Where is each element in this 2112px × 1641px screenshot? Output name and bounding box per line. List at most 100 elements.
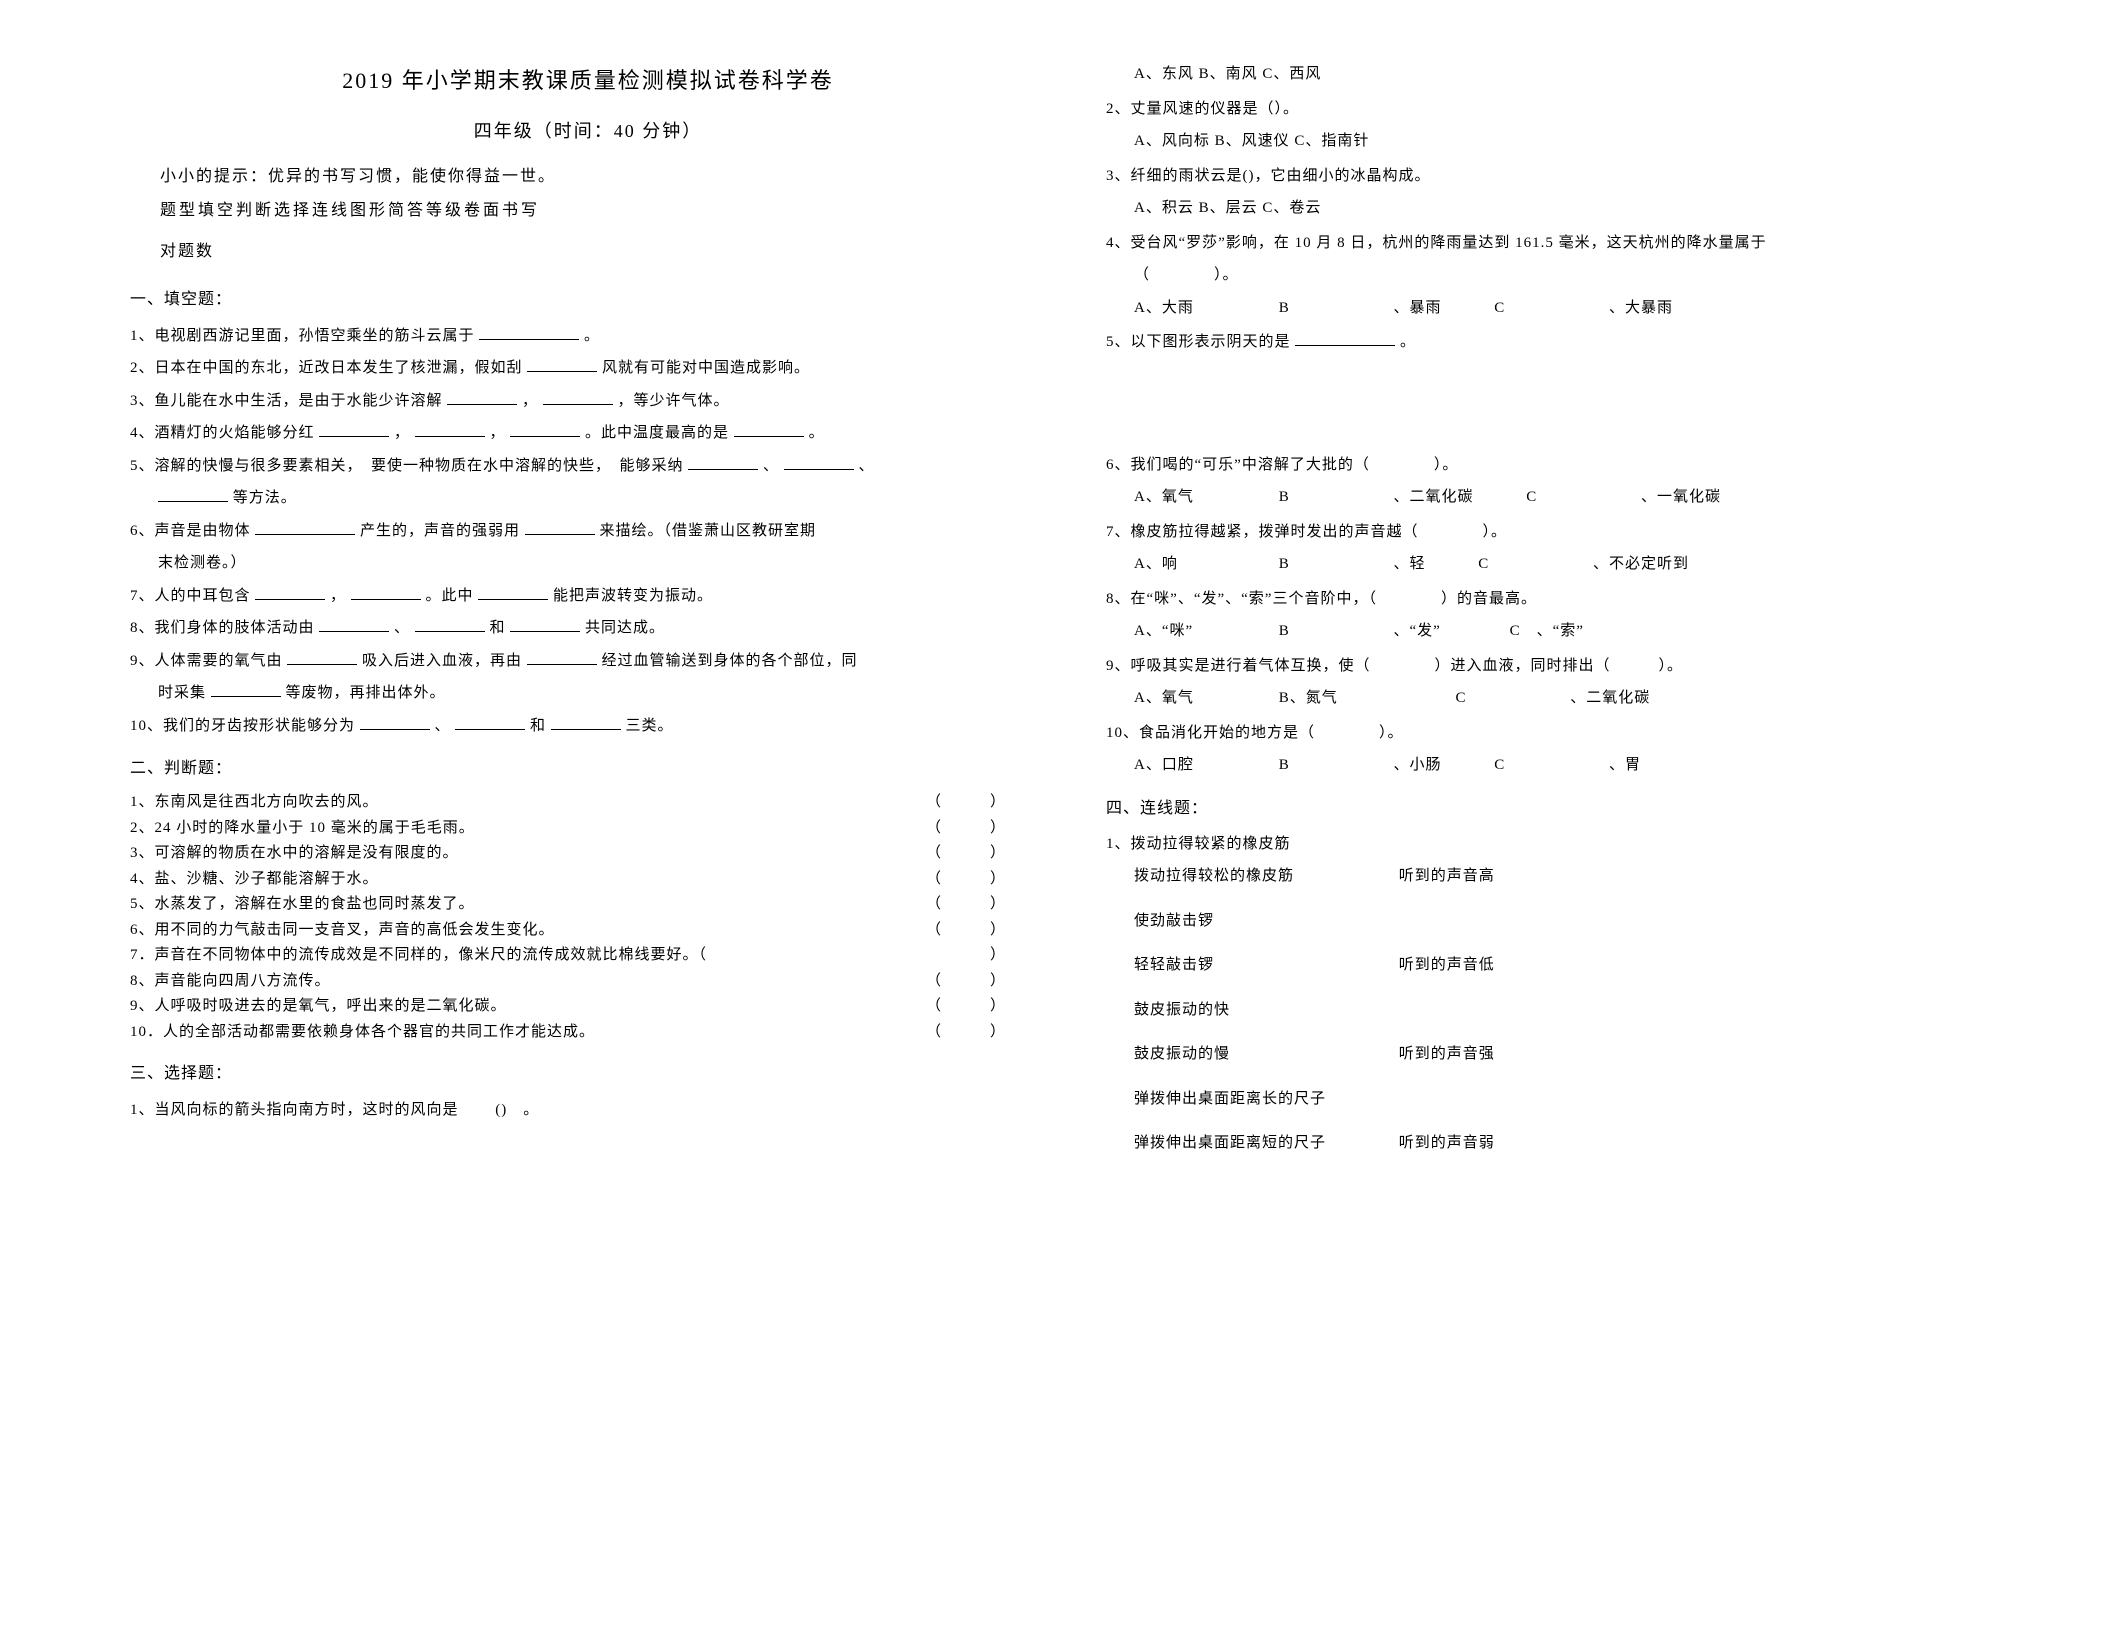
blank[interactable] <box>510 422 580 437</box>
opt-b[interactable]: B <box>1279 550 1389 579</box>
connect-row[interactable]: 轻轻敲击锣 听到的声音低 <box>1106 951 2022 980</box>
blank[interactable] <box>447 390 517 405</box>
opt-c[interactable]: C <box>1456 684 1566 713</box>
blank[interactable] <box>211 682 281 697</box>
connect-row[interactable]: 鼓皮振动的慢 听到的声音强 <box>1106 1040 2022 1069</box>
fill-q4: 4、酒精灯的火焰能够分红 ， ， 。此中温度最高的是 。 <box>130 419 1046 448</box>
paren[interactable]: （ ） <box>926 790 1006 816</box>
opt-a[interactable]: A、响 <box>1134 550 1274 579</box>
paren[interactable]: （ ） <box>926 994 1006 1020</box>
paren[interactable]: ） <box>990 943 1006 969</box>
paren[interactable]: （ ） <box>926 892 1006 918</box>
blank[interactable] <box>351 585 421 600</box>
blank[interactable] <box>527 357 597 372</box>
choice-q9-opts[interactable]: A、氧气 B、氮气 C 、二氧化碳 <box>1106 684 2022 713</box>
choice-q1: 1、当风向标的箭头指向南方时，这时的风向是 () 。 <box>130 1096 1046 1125</box>
paren[interactable]: （ ） <box>926 969 1006 995</box>
choice-q3-opts[interactable]: A、积云 B、层云 C、卷云 <box>1106 194 2022 223</box>
fill-q5: 5、溶解的快慢与很多要素相关， 要使一种物质在水中溶解的快些， 能够采纳 、 、 <box>130 452 1046 481</box>
blank[interactable] <box>255 520 355 535</box>
opt-b2: 、小肠 <box>1394 757 1442 773</box>
choice-q1-paren[interactable]: () 。 <box>495 1102 539 1118</box>
choice-q8: 8、在“咪”、“发”、“索”三个音阶中，（ ）的音最高。 <box>1106 585 2022 614</box>
connect-row[interactable]: 鼓皮振动的快 <box>1106 996 2022 1025</box>
blank[interactable] <box>287 650 357 665</box>
fill-q9: 9、人体需要的氧气由 吸入后进入血液，再由 经过血管输送到身体的各个部位，同 <box>130 647 1046 676</box>
section-fill: 一、填空题： <box>130 285 1046 315</box>
connect-right: 听到的声音低 <box>1399 951 1495 980</box>
blank[interactable] <box>525 520 595 535</box>
blank[interactable] <box>415 422 485 437</box>
fill-q4-b: ， <box>490 425 506 441</box>
judge-q7: 7．声音在不同物体中的流传成效是不同样的，像米尺的流传成效就比棉线要好。（ ） <box>130 943 1046 969</box>
right-column: A、东风 B、南风 C、西风 2、丈量风速的仪器是（）。 A、风向标 B、风速仪… <box>1076 60 2052 1601</box>
fill-q10-a: 、 <box>435 718 451 734</box>
fill-q7-text: 7、人的中耳包含 <box>130 588 251 604</box>
opt-c[interactable]: C 、“索” <box>1510 623 1584 639</box>
fill-q8-a: 、 <box>394 620 410 636</box>
blank[interactable] <box>360 715 430 730</box>
choice-q5: 5、以下图形表示阴天的是 。 <box>1106 328 2022 357</box>
opt-c[interactable]: C <box>1526 483 1636 512</box>
blank[interactable] <box>455 715 525 730</box>
blank[interactable] <box>688 455 758 470</box>
exam-typerow: 题型填空判断选择连线图形简答等级卷面书写 <box>160 196 1046 226</box>
paren[interactable]: （ ） <box>926 1020 1006 1046</box>
paren[interactable]: （ ） <box>926 918 1006 944</box>
blank[interactable] <box>527 650 597 665</box>
section-choice: 三、选择题： <box>130 1059 1046 1089</box>
judge-q7-text: 7．声音在不同物体中的流传成效是不同样的，像米尺的流传成效就比棉线要好。（ <box>130 947 707 963</box>
connect-row[interactable]: 拨动拉得较松的橡皮筋 听到的声音高 <box>1106 862 2022 891</box>
opt-b[interactable]: B <box>1279 483 1389 512</box>
opt-a[interactable]: A、氧气 <box>1134 684 1274 713</box>
fill-q9-2end: 等废物，再排出体外。 <box>286 685 446 701</box>
paren[interactable]: （ ） <box>926 841 1006 867</box>
blank[interactable] <box>158 487 228 502</box>
choice-q7-opts[interactable]: A、响 B 、轻 C 、不必定听到 <box>1106 550 2022 579</box>
choice-q6-opts[interactable]: A、氧气 B 、二氧化碳 C 、一氧化碳 <box>1106 483 2022 512</box>
blank[interactable] <box>551 715 621 730</box>
blank[interactable] <box>510 617 580 632</box>
choice-q1-opts[interactable]: A、东风 B、南风 C、西风 <box>1106 60 2022 89</box>
fill-q2-end: 风就有可能对中国造成影响。 <box>602 360 810 376</box>
choice-q2-opts[interactable]: A、风向标 B、风速仪 C、指南针 <box>1106 127 2022 156</box>
blank[interactable] <box>734 422 804 437</box>
paren[interactable]: （ ） <box>926 816 1006 842</box>
opt-a[interactable]: A、口腔 <box>1134 751 1274 780</box>
opt-a[interactable]: A、氧气 <box>1134 483 1274 512</box>
opt-b[interactable]: B <box>1279 294 1389 323</box>
choice-q8-opts[interactable]: A、“咪” B 、“发” C 、“索” <box>1106 617 2022 646</box>
choice-q9: 9、呼吸其实是进行着气体互换，使（ ）进入血液，同时排出（ ）。 <box>1106 652 2022 681</box>
opt-b[interactable]: B <box>1279 617 1389 646</box>
opt-a[interactable]: A、大雨 <box>1134 294 1274 323</box>
blank[interactable] <box>478 585 548 600</box>
blank[interactable] <box>1295 331 1395 346</box>
fill-q9-line2: 时采集 等废物，再排出体外。 <box>130 679 1046 708</box>
choice-q10-opts[interactable]: A、口腔 B 、小肠 C 、胃 <box>1106 751 2022 780</box>
fill-q8-b: 和 <box>490 620 506 636</box>
choice-q4-opts[interactable]: A、大雨 B 、暴雨 C 、大暴雨 <box>1106 294 2022 323</box>
paren[interactable]: （ ） <box>926 867 1006 893</box>
blank[interactable] <box>479 325 579 340</box>
blank[interactable] <box>255 585 325 600</box>
choice-q4-paren[interactable]: （ ）。 <box>1106 261 2022 290</box>
blank[interactable] <box>319 617 389 632</box>
blank[interactable] <box>543 390 613 405</box>
blank[interactable] <box>415 617 485 632</box>
blank[interactable] <box>319 422 389 437</box>
connect-row[interactable]: 弹拨伸出桌面距离短的尺子 听到的声音弱 <box>1106 1129 2022 1158</box>
opt-c[interactable]: C <box>1494 294 1604 323</box>
connect-row[interactable]: 弹拨伸出桌面距离长的尺子 <box>1106 1085 2022 1114</box>
exam-countrow: 对题数 <box>160 237 1046 267</box>
opt-c[interactable]: C <box>1494 751 1604 780</box>
fill-q9-a: 吸入后进入血液，再由 <box>362 653 522 669</box>
opt-a[interactable]: A、“咪” <box>1134 617 1274 646</box>
connect-row[interactable]: 使劲敲击锣 <box>1106 907 2022 936</box>
opt-c[interactable]: C <box>1478 550 1588 579</box>
blank[interactable] <box>784 455 854 470</box>
fill-q7-b: 。此中 <box>426 588 474 604</box>
figure-placeholder <box>1106 361 2022 451</box>
opt-b[interactable]: B、氮气 <box>1279 684 1419 713</box>
choice-q7: 7、橡皮筋拉得越紧，拨弹时发出的声音越（ ）。 <box>1106 518 2022 547</box>
opt-b[interactable]: B <box>1279 751 1389 780</box>
